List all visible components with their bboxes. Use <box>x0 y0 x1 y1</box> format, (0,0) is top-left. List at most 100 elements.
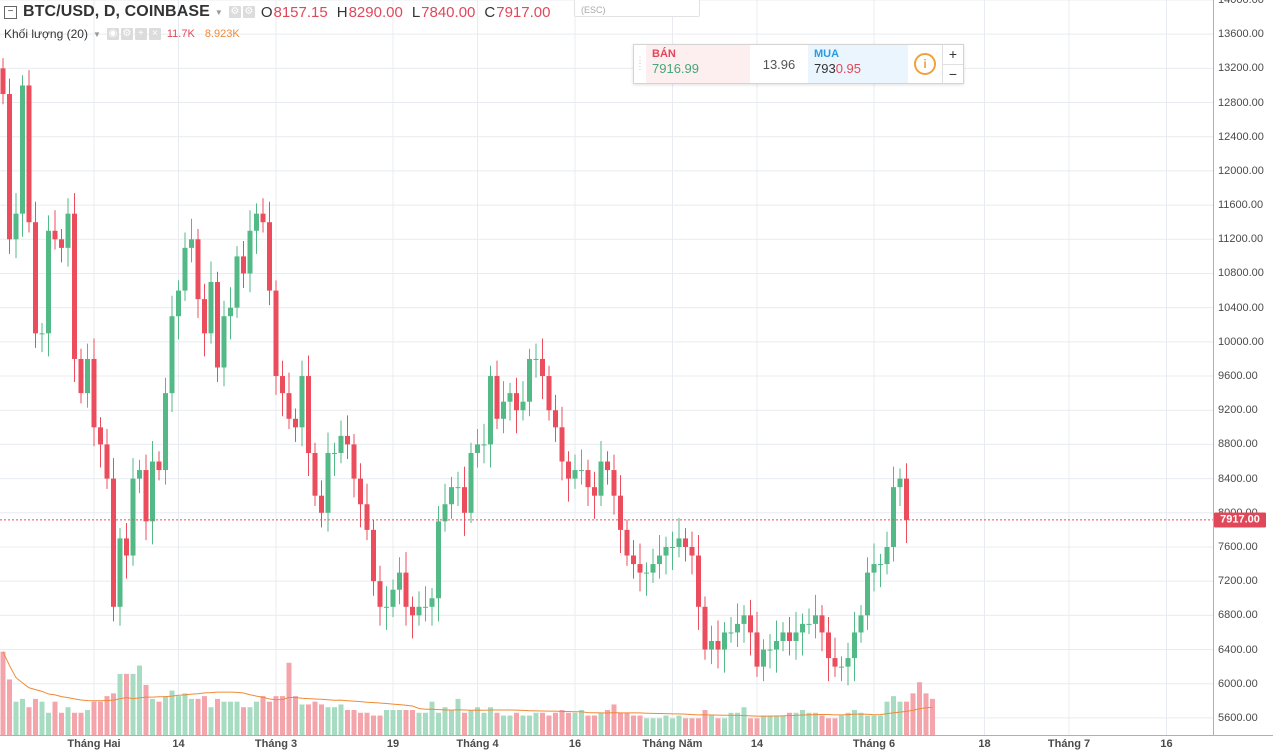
price-tick-label: 12800.00 <box>1218 96 1264 109</box>
settings-icon[interactable]: ⚙ <box>228 6 241 18</box>
candle-body <box>85 358 90 394</box>
candle-body <box>319 495 324 513</box>
volume-bar <box>390 710 396 735</box>
price-tick-label: 14000.00 <box>1218 0 1264 6</box>
gear-icon[interactable]: ⚙ <box>242 6 255 18</box>
candle-body <box>384 606 389 608</box>
price-tick-label: 10400.00 <box>1218 301 1264 314</box>
volume-bar <box>572 712 578 735</box>
candle-body <box>429 598 435 607</box>
candlestick-chart[interactable] <box>0 0 1213 735</box>
candle-body <box>670 546 675 548</box>
volume-bar <box>228 701 233 735</box>
volume-bar <box>124 673 129 735</box>
candle-body <box>72 213 77 359</box>
volume-bar <box>72 712 77 735</box>
candle-body <box>637 564 643 573</box>
eye-icon[interactable]: ◉ <box>106 28 119 40</box>
volume-bar <box>202 696 207 735</box>
volume-bar <box>442 707 448 735</box>
legend-tools: ⚙ ⚙ <box>228 6 255 18</box>
volume-bar <box>709 715 714 735</box>
minus-button[interactable]: − <box>948 65 958 82</box>
candle-body <box>787 632 792 641</box>
price-tick-label: 7200.00 <box>1218 575 1258 588</box>
candle-body <box>306 376 311 453</box>
candle-body <box>741 615 747 624</box>
candle-body <box>410 606 415 616</box>
candle-body <box>39 333 45 335</box>
close-icon[interactable]: × <box>148 28 161 40</box>
volume-bar <box>475 707 480 735</box>
candle-body <box>839 666 844 668</box>
volume-bar <box>494 712 500 735</box>
info-button[interactable]: i <box>908 45 942 83</box>
candle-body <box>169 316 175 394</box>
candle-body <box>865 572 870 616</box>
volume-legend: Khối lượng (20) ▼ ◉ ⚙ + × 11.7K 8.923K <box>4 27 240 41</box>
candle-body <box>462 487 467 513</box>
open-value: 8157.15 <box>273 3 328 21</box>
candle-body <box>618 495 623 530</box>
candle-body <box>553 410 558 428</box>
candle-body <box>351 444 357 479</box>
volume-bar <box>65 707 71 735</box>
buy-button[interactable]: MUA 7930.95 <box>808 45 908 83</box>
time-tick-label: Tháng Hai <box>67 738 121 750</box>
time-axis[interactable]: Tháng Hai 14 Tháng 3 19 Tháng 4 16 Tháng Năm 14… <box>0 735 1273 752</box>
volume-value: 11.7K <box>166 28 195 40</box>
gear-icon[interactable]: ⚙ <box>120 28 133 40</box>
plus-icon[interactable]: + <box>134 28 147 40</box>
candle-body <box>566 461 571 479</box>
volume-bar <box>676 715 682 735</box>
volume-bar <box>306 704 311 735</box>
candle-body <box>748 615 753 633</box>
candle-body <box>449 487 454 505</box>
volume-bar <box>260 696 266 735</box>
candle-body <box>540 358 545 377</box>
chevron-down-icon[interactable]: ▼ <box>214 7 223 17</box>
candle-body <box>104 444 110 479</box>
volume-label[interactable]: Khối lượng (20) <box>4 27 88 41</box>
candle-body <box>260 213 266 223</box>
volume-bar <box>273 696 279 735</box>
chevron-down-icon[interactable]: ▼ <box>92 29 101 39</box>
candle-body <box>514 393 519 411</box>
candle-body <box>403 572 409 607</box>
volume-bar <box>423 712 428 735</box>
price-tick-label: 13600.00 <box>1218 28 1264 41</box>
volume-bar <box>845 712 851 735</box>
candle-body <box>572 470 578 479</box>
volume-bar <box>748 718 753 735</box>
price-axis[interactable]: 5600.00 6000.00 6400.00 6800.00 7200.00 7600.… <box>1213 0 1273 735</box>
volume-bar <box>312 701 318 735</box>
volume-bar <box>195 698 201 735</box>
volume-bar <box>670 718 675 735</box>
drag-handle-icon[interactable]: ⋮ ⋮ <box>635 55 645 71</box>
price-tick-label: 11600.00 <box>1218 199 1264 212</box>
chart-plot-area[interactable] <box>0 0 1213 735</box>
sell-button[interactable]: BÁN 7916.99 <box>646 45 750 83</box>
volume-bar <box>754 718 760 735</box>
volume-bar <box>624 712 630 735</box>
volume-bar <box>7 679 12 735</box>
candle-body <box>689 546 695 556</box>
candle-body <box>858 615 864 633</box>
time-tick-label: Tháng 7 <box>1047 738 1091 750</box>
candle-body <box>897 478 903 488</box>
volume-bar <box>546 715 552 735</box>
quantity-stepper: + − <box>942 45 963 83</box>
volume-bar <box>611 704 617 735</box>
candle-body <box>715 640 721 650</box>
price-tick-label: 12000.00 <box>1218 164 1264 177</box>
candle-body <box>286 393 292 419</box>
volume-bar <box>468 710 474 735</box>
buy-price-main: 793 <box>814 61 836 76</box>
candle-body <box>611 470 617 496</box>
volume-bar <box>631 715 636 735</box>
plus-button[interactable]: + <box>943 45 963 65</box>
candle-body <box>559 427 565 462</box>
candle-body <box>884 546 890 565</box>
minus-box-icon[interactable]: − <box>4 5 17 19</box>
symbol-title[interactable]: BTC/USD, D, COINBASE <box>23 3 210 20</box>
